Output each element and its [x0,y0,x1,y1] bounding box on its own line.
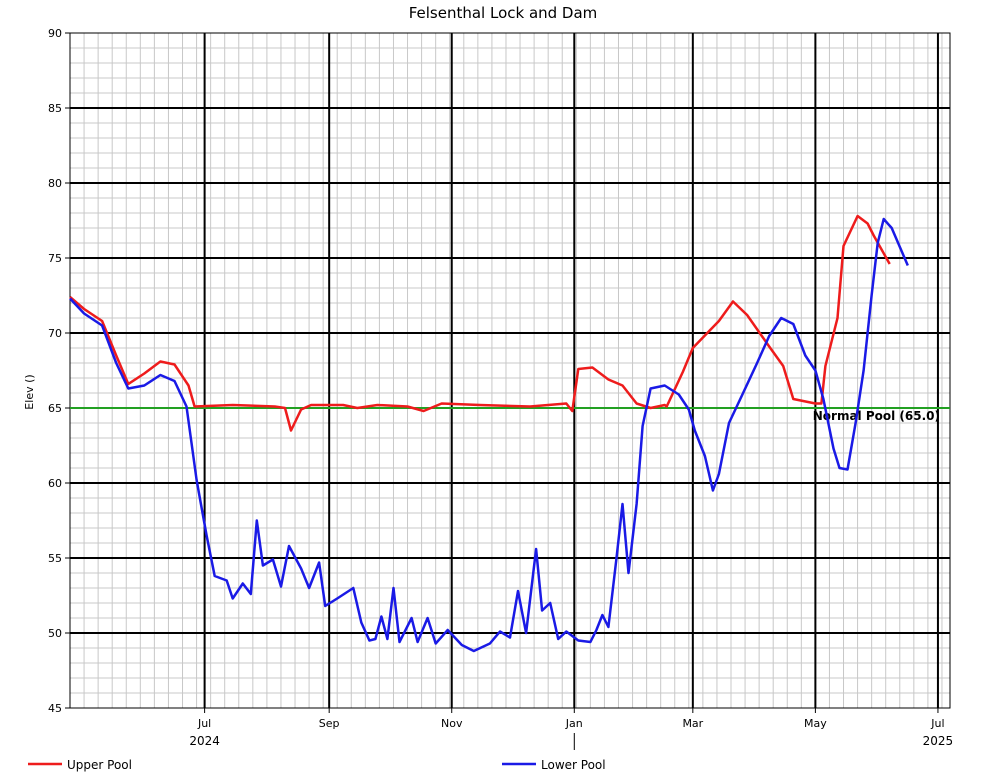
y-tick-label: 90 [48,27,62,40]
plot-frame [69,32,951,709]
series-group [69,214,909,653]
chart-title: Felsenthal Lock and Dam [409,4,598,22]
y-axis: 45 50 55 60 65 70 75 80 85 90 [48,27,70,715]
upper-pool-line [69,214,891,432]
y-tick-label: 45 [48,702,62,715]
y-tick-label: 80 [48,177,62,190]
x-tick-label: Jan [565,717,583,730]
x-tick-label: Nov [441,717,463,730]
x-tick-label: Jul [197,717,211,730]
reference-line-group: Normal Pool (65.0) [70,407,950,423]
reference-line-label: Normal Pool (65.0) [813,409,940,423]
y-tick-label: 65 [48,402,62,415]
x-tick-label: Mar [682,717,703,730]
x-year-label: 2025 [923,734,954,748]
legend-label-upper-pool: Upper Pool [67,758,132,772]
y-tick-label: 85 [48,102,62,115]
x-tick-label: Jul [930,717,944,730]
y-tick-label: 60 [48,477,62,490]
x-year-label: 2024 [189,734,220,748]
x-tick-label: May [804,717,827,730]
y-tick-label: 70 [48,327,62,340]
y-tick-label: 55 [48,552,62,565]
legend-label-lower-pool: Lower Pool [541,758,606,772]
lower-pool-line [69,217,909,653]
x-axis: Jul Sep Nov Jan Mar May Jul 2024 2025 [189,708,953,750]
y-tick-label: 50 [48,627,62,640]
x-tick-label: Sep [319,717,340,730]
y-axis-label: Elev () [23,374,36,409]
legend: Upper Pool Lower Pool [28,758,606,772]
y-tick-label: 75 [48,252,62,265]
